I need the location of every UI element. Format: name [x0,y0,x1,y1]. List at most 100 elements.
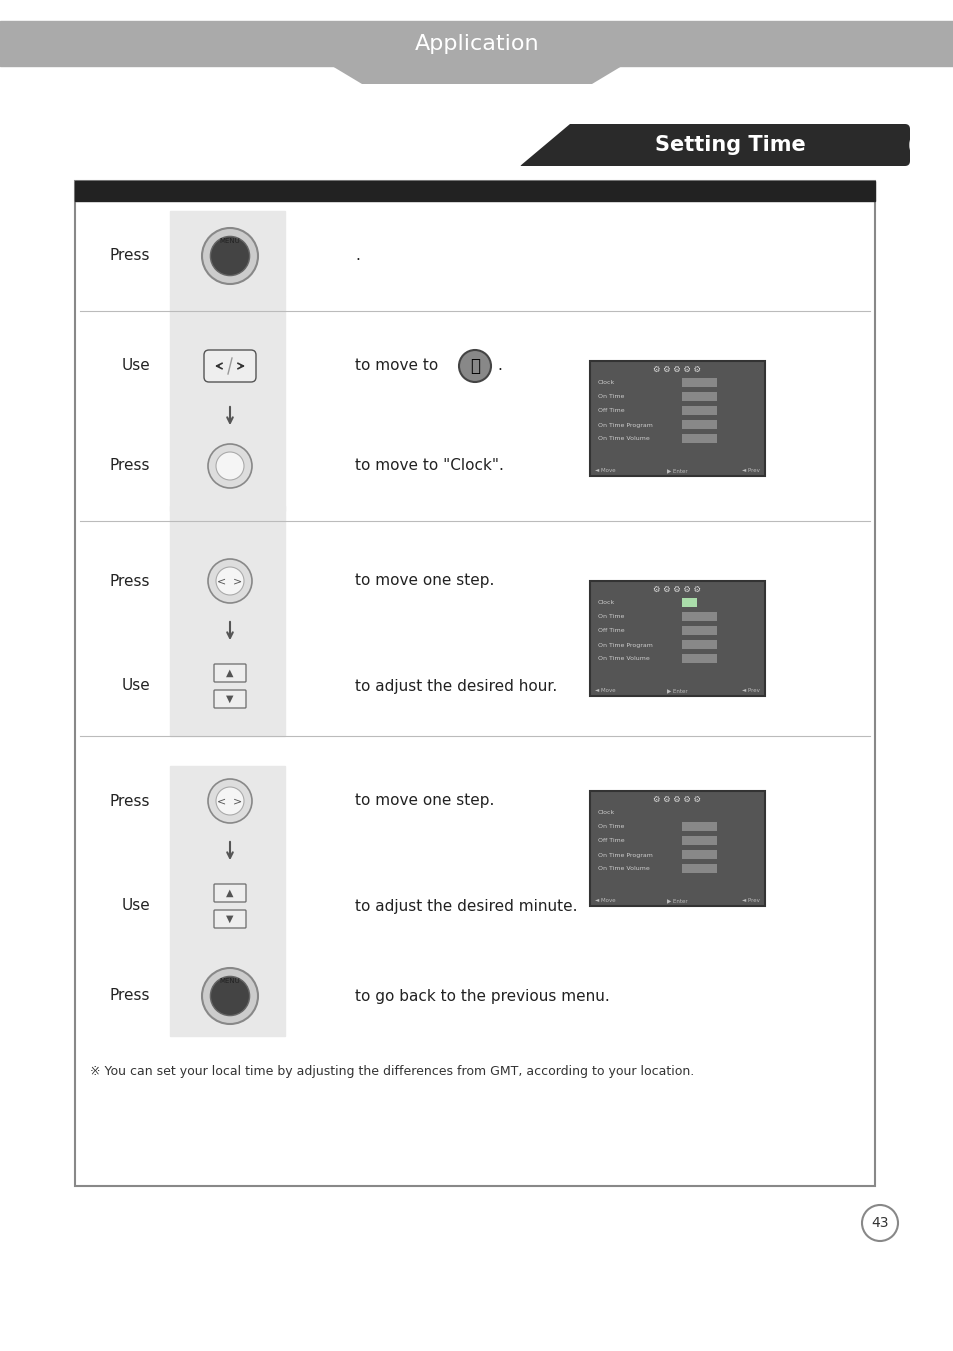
Text: ▶ Enter: ▶ Enter [666,898,686,904]
Text: to move to "Clock".: to move to "Clock". [355,458,503,473]
Bar [170,766,285,1036]
Text: to move one step.: to move one step. [355,574,494,589]
Polygon shape [519,124,589,166]
Circle shape [208,780,252,823]
Text: Press: Press [110,458,150,473]
Text: to adjust the desired hour.: to adjust the desired hour. [355,678,557,693]
Text: On Time Program: On Time Program [598,423,652,427]
Text: to adjust the desired minute.: to adjust the desired minute. [355,898,577,913]
Circle shape [211,977,250,1016]
Bar [589,361,764,476]
Bar [170,296,285,511]
Bar [170,211,285,296]
Bar [681,407,717,415]
Circle shape [215,453,244,480]
Bar [589,581,764,696]
Text: Clock: Clock [598,381,615,385]
Text: MENU: MENU [219,978,240,984]
Text: Press: Press [110,989,150,1004]
Bar [681,420,717,430]
Text: ▼: ▼ [226,694,233,704]
Text: Use: Use [121,678,150,693]
Text: .: . [497,358,501,373]
Text: ▲: ▲ [226,888,233,898]
Bar [681,626,717,635]
Text: On Time Volume: On Time Volume [598,436,649,442]
Text: Press: Press [110,574,150,589]
FancyBboxPatch shape [204,350,255,382]
Text: Application: Application [415,34,538,54]
Bar [681,850,717,859]
Text: Press: Press [110,249,150,263]
Text: <: < [217,796,227,807]
Text: ▲: ▲ [226,667,233,678]
Bar [681,836,717,844]
Bar [681,612,717,621]
Text: 43: 43 [870,1216,888,1229]
FancyBboxPatch shape [213,663,246,682]
Text: Use: Use [121,358,150,373]
Text: On Time Program: On Time Program [598,852,652,858]
Text: On Time Volume: On Time Volume [598,866,649,871]
Text: Setting Time: Setting Time [654,135,804,155]
Bar [589,790,764,907]
Text: Press: Press [110,793,150,808]
Bar [681,865,717,873]
Circle shape [909,123,953,168]
Text: Clock: Clock [598,811,615,816]
Text: On Time: On Time [598,615,623,620]
Text: ▶ Enter: ▶ Enter [666,689,686,693]
Text: ▶ Enter: ▶ Enter [666,469,686,473]
Bar [681,821,717,831]
Text: Off Time: Off Time [598,628,624,634]
Circle shape [211,236,250,276]
Text: On Time Volume: On Time Volume [598,657,649,662]
Text: ▼: ▼ [226,915,233,924]
Text: ◄ Move: ◄ Move [595,469,615,473]
Text: <: < [217,576,227,586]
Circle shape [208,444,252,488]
Text: >: > [233,576,242,586]
FancyBboxPatch shape [519,124,909,166]
Text: On Time Program: On Time Program [598,643,652,647]
Bar [681,434,717,443]
Text: 🕐: 🕐 [470,357,479,376]
Text: ◄ Prev: ◄ Prev [741,898,760,904]
Text: to go back to the previous menu.: to go back to the previous menu. [355,989,609,1004]
FancyBboxPatch shape [213,911,246,928]
Circle shape [911,126,951,165]
Text: MENU: MENU [219,238,240,243]
Text: ◄ Move: ◄ Move [595,689,615,693]
Bar [681,654,717,663]
Circle shape [208,559,252,603]
Bar [681,598,697,607]
Bar [681,392,717,401]
Text: ◄ Prev: ◄ Prev [741,689,760,693]
Text: Use: Use [121,898,150,913]
Text: ※ You can set your local time by adjusting the differences from GMT, according t: ※ You can set your local time by adjusti… [90,1065,694,1078]
Text: ⚙ ⚙ ⚙ ⚙ ⚙: ⚙ ⚙ ⚙ ⚙ ⚙ [652,794,700,804]
Bar [681,378,717,386]
Text: Off Time: Off Time [598,839,624,843]
Text: On Time: On Time [598,824,623,830]
Circle shape [202,969,257,1024]
Text: ⚙ ⚙ ⚙ ⚙ ⚙: ⚙ ⚙ ⚙ ⚙ ⚙ [652,365,700,373]
Text: to move to: to move to [355,358,437,373]
Bar [170,507,285,736]
Text: ◄ Prev: ◄ Prev [741,469,760,473]
FancyBboxPatch shape [213,690,246,708]
Text: ⚙ ⚙ ⚙ ⚙ ⚙: ⚙ ⚙ ⚙ ⚙ ⚙ [652,585,700,593]
Bar [75,181,874,201]
Bar [75,181,874,1186]
Bar [0,22,953,66]
Text: .: . [355,249,359,263]
Text: Clock: Clock [598,600,615,605]
Circle shape [202,228,257,284]
Circle shape [215,567,244,594]
Text: to move one step.: to move one step. [355,793,494,808]
Polygon shape [519,124,569,166]
Text: ◄ Move: ◄ Move [595,898,615,904]
FancyBboxPatch shape [213,884,246,902]
Polygon shape [332,66,621,84]
Circle shape [862,1205,897,1242]
